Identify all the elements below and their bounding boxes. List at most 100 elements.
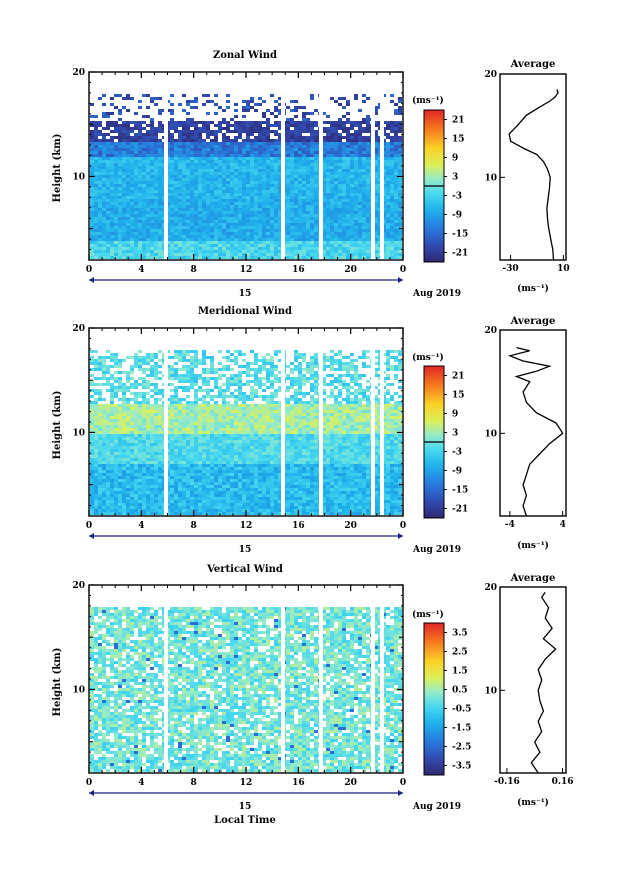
zonal-avg-title: Average	[510, 59, 556, 70]
meridional-colorbar-tick: 21	[452, 372, 465, 382]
meridional-colorbar-tick: 3	[452, 429, 458, 439]
meridional-y-tick: 20	[72, 324, 85, 334]
vertical-avg-x-tick: 0.16	[552, 777, 574, 787]
vertical-average-profile: -0.16 0.16 20 10	[484, 583, 573, 787]
vertical-colorbar-tick: 1.5	[452, 667, 468, 677]
meridional-colorbar-tick: -15	[452, 486, 468, 496]
meridional-colorbar-tick: 9	[452, 410, 458, 420]
vertical-colorbar: 3.5 2.5 1.5 0.5 -0.5 -1.5 -2.5 -3.5	[423, 622, 471, 776]
vertical-x-tick: 8	[191, 778, 197, 788]
vertical-average-line	[530, 591, 557, 774]
vertical-avg-y-tick: 20	[484, 583, 497, 593]
vertical-field	[90, 603, 402, 773]
meridional-avg-x-tick: -4	[505, 520, 515, 530]
vertical-colorbar-tick: -3.5	[452, 762, 471, 772]
zonal-day-label: 15	[239, 289, 252, 299]
meridional-avg-y-tick: 10	[484, 429, 497, 439]
zonal-x-tick: 0	[400, 265, 406, 275]
zonal-x-tick: 0	[86, 265, 92, 275]
meridional-date-label: Aug 2019	[412, 545, 461, 555]
vertical-avg-title: Average	[510, 573, 556, 584]
vertical-unit-label: (ms⁻¹)	[412, 609, 444, 620]
zonal-colorbar-tick: -3	[452, 192, 462, 202]
vertical-colorbar-tick: -2.5	[452, 743, 471, 753]
meridional-x-tick: 0	[400, 521, 406, 531]
meridional-avg-y-tick: 20	[484, 326, 497, 336]
zonal-avg-y-tick: 20	[484, 70, 497, 80]
zonal-avg-x-tick: 10	[557, 264, 570, 274]
zonal-date-label: Aug 2019	[412, 289, 461, 299]
meridional-day-label: 15	[239, 545, 252, 555]
meridional-x-tick: 8	[191, 521, 197, 531]
vertical-y-tick: 20	[72, 581, 85, 591]
meridional-wind-panel: Meridional Wind Average (ms⁻¹) Aug 2019 …	[52, 306, 555, 555]
vertical-title: Vertical Wind	[206, 564, 283, 575]
zonal-average-profile: -30 10 20 10	[484, 70, 569, 274]
vertical-day-label: 15	[239, 802, 252, 812]
meridional-colorbar-tick: -9	[452, 467, 462, 477]
zonal-x-tick: 20	[344, 265, 357, 275]
meridional-colorbar-tick: -21	[452, 505, 468, 515]
zonal-avg-x-tick: -30	[502, 264, 518, 274]
vertical-avg-xlabel: (ms⁻¹)	[517, 797, 549, 808]
vertical-avg-y-tick: 10	[484, 686, 497, 696]
meridional-x-tick: 0	[86, 521, 92, 531]
vertical-wind-panel: Vertical Wind Average (ms⁻¹) Aug 2019 15…	[52, 564, 555, 826]
vertical-x-tick: 0	[86, 778, 92, 788]
vertical-x-tick: 20	[344, 778, 357, 788]
meridional-unit-label: (ms⁻¹)	[412, 352, 444, 363]
zonal-x-tick: 8	[191, 265, 197, 275]
vertical-x-tick: 16	[292, 778, 305, 788]
meridional-field	[90, 346, 402, 516]
vertical-colorbar-tick: -1.5	[452, 724, 471, 734]
zonal-unit-label: (ms⁻¹)	[412, 95, 444, 106]
vertical-colorbar-tick: 0.5	[452, 686, 468, 696]
zonal-colorbar-tick: 15	[452, 135, 465, 145]
zonal-x-tick: 4	[138, 265, 144, 275]
zonal-colorbar-tick: 21	[452, 116, 465, 126]
meridional-y-tick: 10	[72, 428, 85, 438]
vertical-colorbar-tick: 3.5	[452, 629, 468, 639]
meridional-x-tick: 16	[292, 521, 305, 531]
meridional-average-profile: -4 4 20 10	[484, 326, 567, 530]
zonal-avg-xlabel: (ms⁻¹)	[517, 283, 549, 294]
meridional-average-line	[507, 346, 564, 517]
meridional-colorbar-tick: -3	[452, 448, 462, 458]
zonal-colorbar-tick: -9	[452, 211, 462, 221]
meridional-avg-xlabel: (ms⁻¹)	[517, 540, 549, 551]
meridional-title: Meridional Wind	[198, 306, 292, 317]
zonal-colorbar-tick: -21	[452, 249, 468, 259]
zonal-x-tick: 12	[240, 265, 253, 275]
zonal-colorbar: 21 15 9 3 -3 -9 -15 -21	[423, 109, 468, 263]
meridional-plot: 0 4 8 12 16 20 0 20 10 21 15 9 3 -3 -9 -15 -21 -4 4 20 10	[72, 324, 567, 539]
vertical-x-tick: 4	[138, 778, 144, 788]
meridional-avg-title: Average	[510, 316, 556, 327]
zonal-title: Zonal Wind	[213, 50, 277, 61]
vertical-colorbar-tick: 2.5	[452, 648, 468, 658]
meridional-x-tick: 12	[240, 521, 253, 531]
zonal-x-tick: 16	[292, 265, 305, 275]
vertical-y-tick: 10	[72, 685, 85, 695]
vertical-colorbar-tick: -0.5	[452, 705, 471, 715]
zonal-colorbar-tick: -15	[452, 230, 468, 240]
meridional-x-tick: 20	[344, 521, 357, 531]
vertical-avg-x-tick: -0.16	[494, 777, 520, 787]
zonal-y-tick: 20	[72, 68, 85, 78]
meridional-colorbar: 21 15 9 3 -3 -9 -15 -21	[423, 365, 468, 519]
vertical-plot: 0 4 8 12 16 20 0 20 10 3.5 2.5 1.5 0.5 -0.5 -1.5 -2.5 -3…	[72, 581, 573, 796]
zonal-wind-panel: Zonal Wind Average (ms⁻¹) Aug 2019 15 He…	[52, 50, 555, 299]
zonal-colorbar-tick: 9	[452, 154, 458, 164]
vertical-ylabel: Height (km)	[52, 648, 63, 717]
meridional-ylabel: Height (km)	[52, 391, 63, 460]
zonal-avg-y-tick: 10	[484, 173, 497, 183]
x-axis-label: Local Time	[214, 815, 276, 826]
meridional-avg-x-tick: 4	[560, 520, 566, 530]
zonal-average-line	[508, 89, 559, 261]
vertical-x-tick: 12	[240, 778, 253, 788]
meridional-x-tick: 4	[138, 521, 144, 531]
zonal-field	[90, 90, 402, 260]
zonal-y-tick: 10	[72, 172, 85, 182]
zonal-ylabel: Height (km)	[52, 134, 63, 203]
meridional-colorbar-tick: 15	[452, 391, 465, 401]
